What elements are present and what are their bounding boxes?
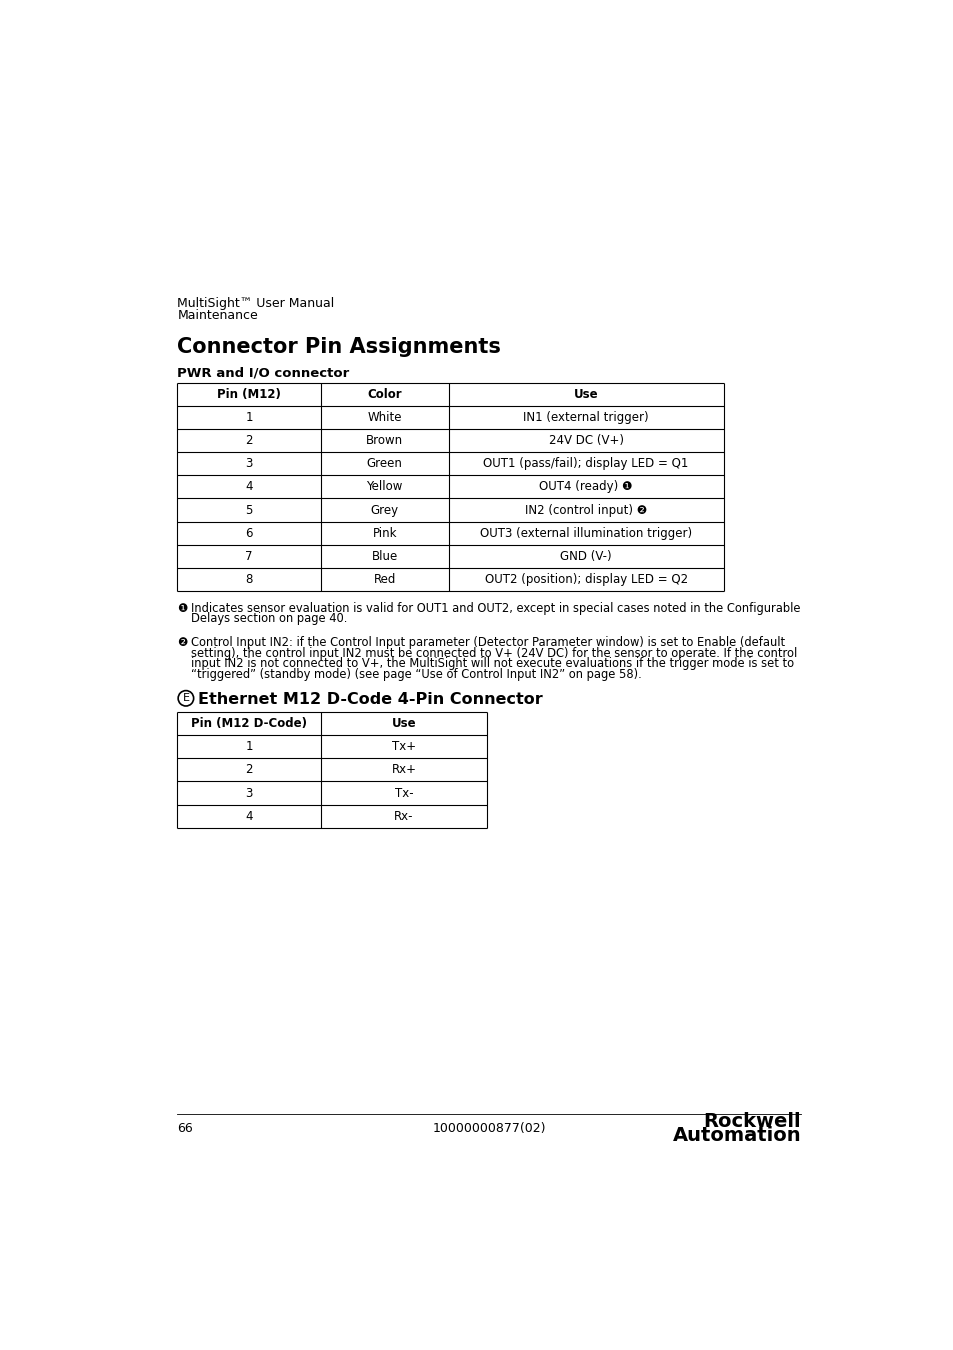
- Text: Ethernet M12 D-Code 4-Pin Connector: Ethernet M12 D-Code 4-Pin Connector: [197, 693, 541, 707]
- Text: Tx+: Tx+: [392, 740, 416, 753]
- Text: OUT2 (position); display LED = Q2: OUT2 (position); display LED = Q2: [484, 572, 687, 586]
- Text: OUT1 (pass/fail); display LED = Q1: OUT1 (pass/fail); display LED = Q1: [483, 458, 688, 470]
- Text: 10000000877(02): 10000000877(02): [432, 1122, 545, 1135]
- Text: OUT4 (ready) ❶: OUT4 (ready) ❶: [538, 481, 632, 494]
- Text: Rx+: Rx+: [391, 763, 416, 776]
- Text: “triggered” (standby mode) (see page “Use of Control Input IN2” on page 58).: “triggered” (standby mode) (see page “Us…: [192, 667, 641, 680]
- Text: Indicates sensor evaluation is valid for OUT1 and OUT2, except in special cases : Indicates sensor evaluation is valid for…: [192, 602, 800, 614]
- Text: Automation: Automation: [672, 1126, 801, 1145]
- Text: Control Input IN2: if the Control Input parameter (Detector Parameter window) is: Control Input IN2: if the Control Input …: [192, 636, 784, 649]
- Text: Delays section on page 40.: Delays section on page 40.: [192, 612, 347, 625]
- Text: 4: 4: [245, 481, 253, 494]
- Text: IN2 (control input) ❷: IN2 (control input) ❷: [524, 504, 647, 517]
- Text: 3: 3: [245, 787, 253, 799]
- Text: 1: 1: [245, 740, 253, 753]
- Text: MultiSight™ User Manual: MultiSight™ User Manual: [177, 297, 335, 309]
- Text: 2: 2: [245, 435, 253, 447]
- Text: 66: 66: [177, 1122, 193, 1135]
- Text: Red: Red: [374, 572, 395, 586]
- Text: Pink: Pink: [372, 526, 396, 540]
- Text: 2: 2: [245, 763, 253, 776]
- Text: 6: 6: [245, 526, 253, 540]
- Text: E: E: [182, 694, 190, 703]
- Text: Green: Green: [366, 458, 402, 470]
- Text: 5: 5: [245, 504, 253, 517]
- Text: Maintenance: Maintenance: [177, 309, 258, 323]
- Text: OUT3 (external illumination trigger): OUT3 (external illumination trigger): [479, 526, 692, 540]
- Text: Connector Pin Assignments: Connector Pin Assignments: [177, 336, 500, 356]
- Text: Pin (M12 D-Code): Pin (M12 D-Code): [191, 717, 307, 730]
- Text: Tx-: Tx-: [395, 787, 413, 799]
- Text: White: White: [367, 412, 401, 424]
- Text: Yellow: Yellow: [366, 481, 402, 494]
- Text: setting), the control input IN2 must be connected to V+ (24V DC) for the sensor : setting), the control input IN2 must be …: [192, 647, 797, 660]
- Text: Grey: Grey: [370, 504, 398, 517]
- Text: Rx-: Rx-: [394, 810, 414, 822]
- Text: PWR and I/O connector: PWR and I/O connector: [177, 366, 349, 379]
- Text: Rockwell: Rockwell: [703, 1112, 801, 1131]
- Text: ❶: ❶: [177, 602, 188, 614]
- Text: 3: 3: [245, 458, 253, 470]
- Text: Brown: Brown: [366, 435, 403, 447]
- Text: 1: 1: [245, 412, 253, 424]
- Text: Pin (M12): Pin (M12): [217, 387, 281, 401]
- Text: IN1 (external trigger): IN1 (external trigger): [523, 412, 648, 424]
- Text: ❷: ❷: [177, 636, 188, 649]
- Text: Blue: Blue: [371, 549, 397, 563]
- Text: 8: 8: [245, 572, 253, 586]
- Text: 24V DC (V+): 24V DC (V+): [548, 435, 623, 447]
- Text: Use: Use: [574, 387, 598, 401]
- Text: GND (V-): GND (V-): [559, 549, 612, 563]
- Text: 4: 4: [245, 810, 253, 822]
- Text: 7: 7: [245, 549, 253, 563]
- Text: input IN2 is not connected to V+, the MultiSight will not execute evaluations if: input IN2 is not connected to V+, the Mu…: [192, 657, 794, 670]
- Text: Use: Use: [392, 717, 416, 730]
- Text: Color: Color: [367, 387, 401, 401]
